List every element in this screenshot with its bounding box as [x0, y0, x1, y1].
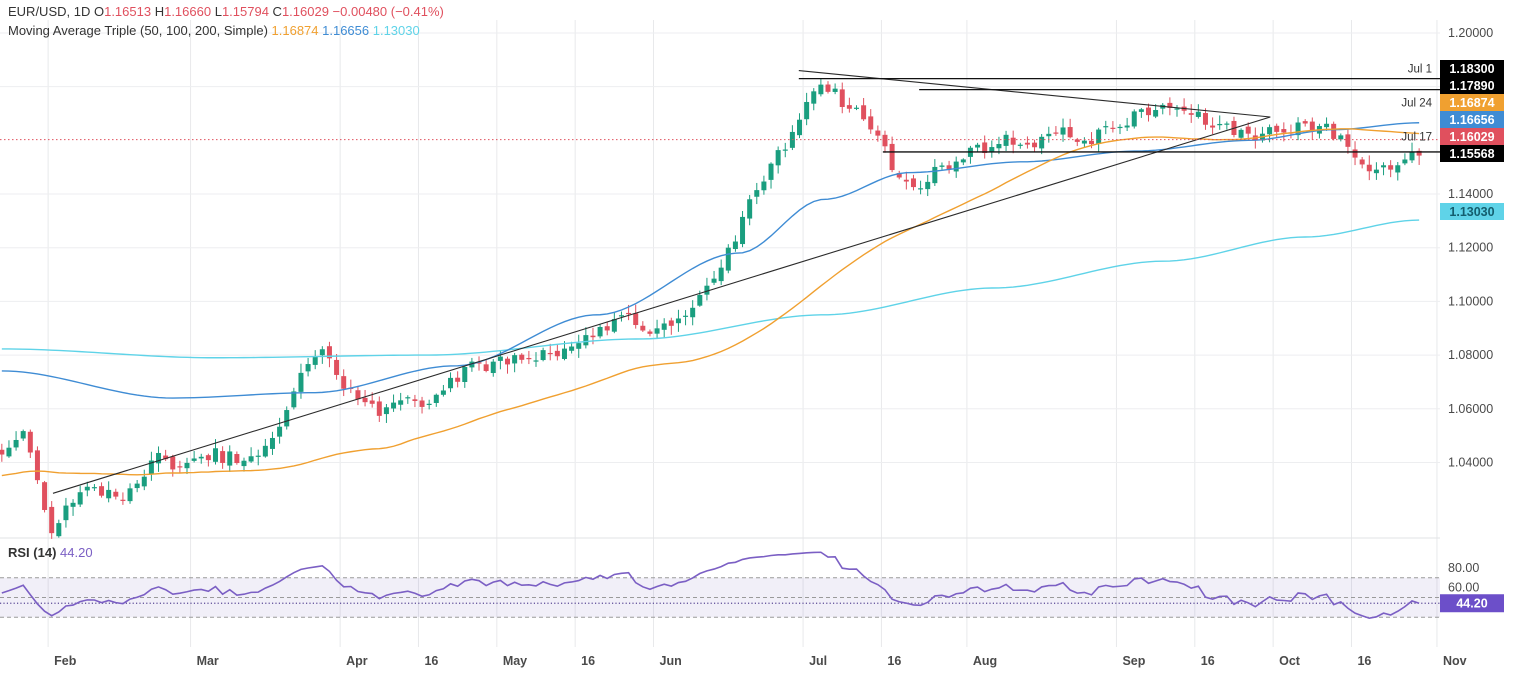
- svg-text:Mar: Mar: [197, 654, 219, 668]
- svg-text:60.00: 60.00: [1448, 581, 1479, 595]
- svg-text:Aug: Aug: [973, 654, 997, 668]
- svg-text:Apr: Apr: [346, 654, 368, 668]
- svg-text:1.08000: 1.08000: [1448, 348, 1493, 362]
- svg-text:Moving Average Triple (50, 100: Moving Average Triple (50, 100, 200, Sim…: [8, 23, 420, 38]
- svg-text:16: 16: [581, 654, 595, 668]
- svg-text:16: 16: [1201, 654, 1215, 668]
- svg-text:1.20000: 1.20000: [1448, 26, 1493, 40]
- svg-text:1.14000: 1.14000: [1448, 187, 1493, 201]
- svg-text:16: 16: [424, 654, 438, 668]
- svg-text:1.13030: 1.13030: [1449, 205, 1494, 219]
- svg-text:1.16874: 1.16874: [1449, 96, 1494, 110]
- svg-text:1.18300: 1.18300: [1449, 62, 1494, 76]
- svg-text:May: May: [503, 654, 527, 668]
- svg-text:1.12000: 1.12000: [1448, 241, 1493, 255]
- svg-text:1.06000: 1.06000: [1448, 402, 1493, 416]
- svg-text:Jun: Jun: [660, 654, 682, 668]
- svg-text:80.00: 80.00: [1448, 561, 1479, 575]
- svg-text:1.17890: 1.17890: [1449, 79, 1494, 93]
- svg-text:Jul: Jul: [809, 654, 827, 668]
- svg-text:1.16029: 1.16029: [1449, 130, 1494, 144]
- svg-text:44.20: 44.20: [1456, 597, 1487, 611]
- svg-text:1.04000: 1.04000: [1448, 455, 1493, 469]
- svg-text:Jul 17: Jul 17: [1401, 132, 1432, 144]
- svg-text:Nov: Nov: [1443, 654, 1467, 668]
- svg-text:1.16656: 1.16656: [1449, 113, 1494, 127]
- svg-text:Oct: Oct: [1279, 654, 1301, 668]
- svg-text:1.10000: 1.10000: [1448, 294, 1493, 308]
- svg-text:16: 16: [1357, 654, 1371, 668]
- svg-text:16: 16: [887, 654, 901, 668]
- svg-text:Jul 24: Jul 24: [1401, 98, 1432, 110]
- svg-text:Sep: Sep: [1122, 654, 1145, 668]
- svg-text:EUR/USD, 1D O1.16513 H1.1666: EUR/USD, 1D O1.16513 H1.16660 L1.15794 C…: [8, 4, 444, 19]
- svg-text:1.15568: 1.15568: [1449, 147, 1494, 161]
- svg-text:Jul 1: Jul 1: [1408, 64, 1432, 76]
- svg-text:RSI (14) 44.20: RSI (14) 44.20: [8, 545, 93, 560]
- svg-text:Feb: Feb: [54, 654, 77, 668]
